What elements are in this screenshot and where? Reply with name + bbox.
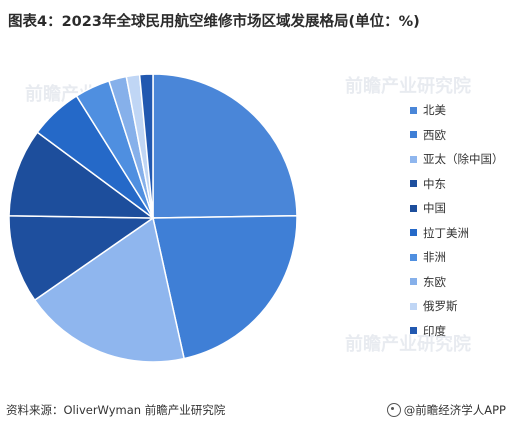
legend-swatch	[410, 131, 417, 139]
pie-slice-2	[152, 214, 298, 360]
legend-item: 亚太（除中国）	[410, 147, 504, 172]
legend-item: 中东	[410, 172, 504, 197]
legend-item: 非洲	[410, 245, 504, 270]
legend-label: 东欧	[423, 274, 446, 289]
pie-slices	[8, 73, 298, 363]
legend-swatch	[410, 229, 417, 237]
legend-label: 亚太（除中国）	[423, 152, 504, 167]
legend-label: 非洲	[423, 250, 446, 265]
pie-slice-5	[8, 131, 156, 219]
legend-swatch	[410, 278, 417, 286]
pie-slice-10	[138, 73, 154, 219]
legend-label: 中国	[423, 201, 446, 216]
legend-label: 拉丁美洲	[423, 225, 469, 240]
legend-swatch	[410, 106, 417, 114]
legend-label: 西欧	[423, 127, 446, 142]
credit-text: @前瞻经济学人APP	[403, 403, 506, 417]
legend-swatch	[410, 253, 417, 261]
legend-swatch	[410, 204, 417, 212]
source-note: 资料来源：OliverWyman 前瞻产业研究院	[6, 403, 226, 417]
pie-slice-1	[152, 73, 298, 219]
pie-slice-3	[33, 216, 186, 363]
chart-title: 图表4：2023年全球民用航空维修市场区域发展格局(单位：%)	[8, 14, 420, 30]
legend-item: 西欧	[410, 123, 504, 148]
legend-swatch	[410, 327, 417, 335]
chart-legend: 北美西欧亚太（除中国） 中东中国拉丁美洲非洲东欧俄罗斯印度	[410, 98, 504, 343]
legend-item: 拉丁美洲	[410, 221, 504, 246]
legend-item: 印度	[410, 319, 504, 344]
credit-line: @前瞻经济学人APP	[386, 402, 506, 418]
legend-swatch	[410, 302, 417, 310]
legend-label: 俄罗斯	[423, 299, 458, 314]
legend-item: 中国	[410, 196, 504, 221]
credit-logo-icon	[386, 403, 401, 417]
legend-swatch	[410, 155, 417, 163]
legend-item: 北美	[410, 98, 504, 123]
legend-label: 印度	[423, 323, 446, 338]
pie-slice-4	[8, 214, 156, 302]
legend-label: 北美	[423, 103, 446, 118]
legend-swatch	[410, 180, 417, 188]
legend-item: 俄罗斯	[410, 294, 504, 319]
legend-label: 中东	[423, 176, 446, 191]
legend-item: 东欧	[410, 270, 504, 295]
